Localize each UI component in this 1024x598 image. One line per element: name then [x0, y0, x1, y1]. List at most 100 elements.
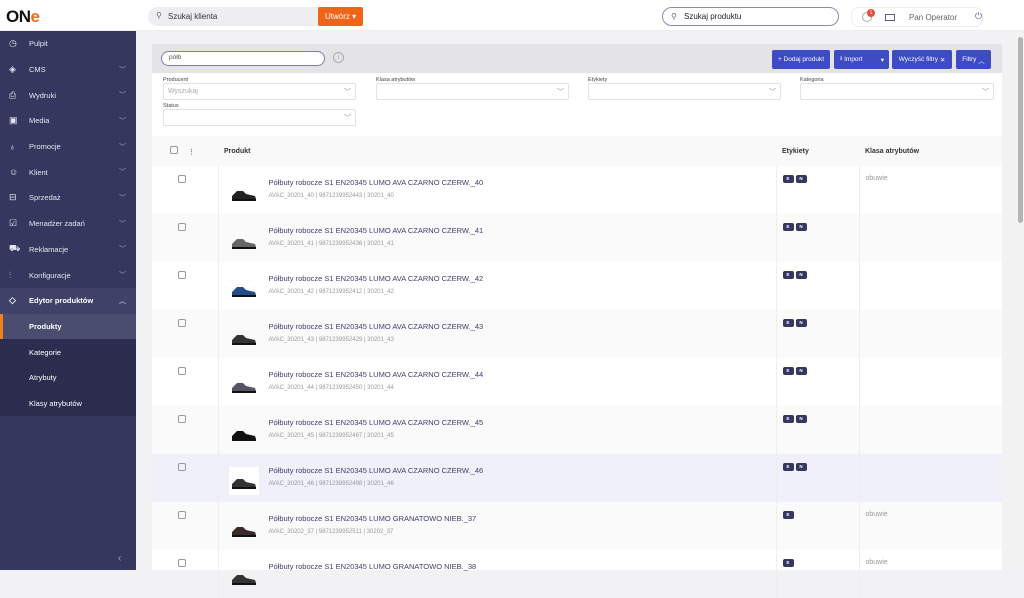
table-row[interactable]: Półbuty robocze S1 EN20345 LUMO AVA CZAR… [152, 262, 1002, 310]
scrollbar-thumb[interactable] [1018, 37, 1023, 223]
product-cell[interactable]: Półbuty robocze S1 EN20345 LUMO AVA CZAR… [218, 358, 776, 406]
info-icon[interactable]: i [333, 52, 344, 63]
product-cell[interactable]: Półbuty robocze S1 EN20345 LUMO AVA CZAR… [218, 454, 776, 502]
add-product-button[interactable]: + Dodaj produkt [772, 50, 830, 69]
clear-filters-button[interactable]: Wyczyść filtry ✕ [892, 50, 952, 69]
import-button[interactable]: ⭳ Import ▾ [834, 50, 889, 69]
product-name[interactable]: Półbuty robocze S1 EN20345 LUMO AVA CZAR… [268, 418, 484, 427]
more-options-icon[interactable]: ⋮ [188, 149, 195, 156]
product-name[interactable]: Półbuty robocze S1 EN20345 LUMO GRANATOW… [268, 514, 477, 523]
product-meta: AVAC_30201_44 | 9871239952450 | 30201_44 [268, 385, 394, 391]
etykiety-select[interactable]: ﹀ [588, 83, 781, 100]
row-checkbox[interactable] [178, 319, 186, 327]
table-row[interactable]: Półbuty robocze S1 EN20345 LUMO AVA CZAR… [152, 310, 1002, 358]
attribute-class [860, 367, 866, 374]
collapse-sidebar-icon[interactable]: ‹ [118, 553, 122, 564]
sidebar-item-media[interactable]: ▣ Media ﹀ [0, 108, 136, 134]
sidebar-item-reklamacje[interactable]: ⛟ Reklamacje ﹀ [0, 237, 136, 263]
product-name[interactable]: Półbuty robocze S1 EN20345 LUMO AVA CZAR… [268, 226, 484, 235]
product-thumbnail [231, 527, 256, 537]
producent-placeholder: Wyszukaj [168, 88, 198, 95]
table-row[interactable]: Półbuty robocze S1 EN20345 LUMO AVA CZAR… [152, 358, 1002, 406]
sidebar-item-cms[interactable]: ◈ CMS ﹀ [0, 57, 136, 83]
filters-label: Filtry [962, 56, 977, 63]
table-row[interactable]: Półbuty robocze S1 EN20345 LUMO AVA CZAR… [152, 166, 1002, 214]
product-name[interactable]: Półbuty robocze S1 EN20345 LUMO AVA CZAR… [268, 370, 484, 379]
row-select-cell [152, 454, 219, 502]
table-row[interactable]: Półbuty robocze S1 EN20345 LUMO AVA CZAR… [152, 214, 1002, 262]
column-produkt[interactable]: Produkt [218, 136, 776, 166]
product-search-input[interactable]: ⚲ Szukaj produktu [662, 7, 839, 26]
sidebar-item-label: CMS [29, 65, 46, 75]
kategoria-label: Kategoria [800, 77, 824, 83]
mail-icon[interactable] [885, 14, 895, 21]
product-cell[interactable]: Półbuty robocze S1 EN20345 LUMO AVA CZAR… [218, 310, 776, 358]
row-checkbox[interactable] [178, 175, 186, 183]
sidebar-subitem-atrybuty[interactable]: Atrybuty [0, 364, 136, 391]
caret-down-icon: ▾ [352, 12, 357, 21]
task-icon: ☑ [9, 218, 18, 229]
status-select[interactable]: ﹀ [163, 109, 356, 126]
row-checkbox[interactable] [178, 271, 186, 279]
product-name[interactable]: Półbuty robocze S1 EN20345 LUMO GRANATOW… [268, 562, 477, 571]
sidebar-item-sprzedaż[interactable]: ⊟ Sprzedaż ﹀ [0, 185, 136, 211]
product-name[interactable]: Półbuty robocze S1 EN20345 LUMO AVA CZAR… [268, 274, 484, 283]
label-badge: E [782, 367, 794, 375]
user-name[interactable]: Pan Operator [909, 13, 958, 22]
client-search-input[interactable]: ⚲ Szukaj klienta [148, 7, 320, 26]
row-checkbox[interactable] [178, 415, 186, 423]
sidebar-item-promocje[interactable]: ♁ Promocje ﹀ [0, 134, 136, 160]
sidebar-subitem-kategorie[interactable]: Kategorie [0, 339, 136, 365]
sidebar-item-menadżer-zadań[interactable]: ☑ Menadżer zadań ﹀ [0, 211, 136, 237]
product-filter-input[interactable]: półb [161, 51, 325, 66]
sidebar-item-konfiguracje[interactable]: ⫶ Konfiguracje ﹀ [0, 262, 136, 288]
klasa-select[interactable]: ﹀ [376, 83, 569, 100]
product-cell[interactable]: Półbuty robocze S1 EN20345 LUMO GRANATOW… [218, 550, 776, 598]
search-icon: ⚲ [671, 12, 677, 21]
product-name[interactable]: Półbuty robocze S1 EN20345 LUMO AVA CZAR… [268, 178, 484, 187]
row-checkbox[interactable] [178, 463, 186, 471]
kategoria-select[interactable]: ﹀ [800, 83, 994, 100]
clear-filters-label: Wyczyść filtry [898, 56, 939, 63]
column-klasa[interactable]: Klasa atrybutów [859, 136, 1002, 166]
sidebar-item-pulpit[interactable]: ◷ Pulpit [0, 31, 136, 57]
filters-area: Producent Wyszukaj ﹀ Klasa atrybutów ﹀ Etyk… [152, 73, 1002, 136]
top-bar: ONe ⚲ Szukaj klienta Utwórz ▾ ⚲ Szukaj pro… [0, 0, 1024, 31]
filters-toggle-button[interactable]: Filtry ︿ [956, 50, 991, 69]
product-cell[interactable]: Półbuty robocze S1 EN20345 LUMO AVA CZAR… [218, 262, 776, 310]
table-row[interactable]: Półbuty robocze S1 EN20345 LUMO GRANATOW… [152, 502, 1002, 550]
row-select-cell [152, 406, 219, 454]
create-button[interactable]: Utwórz ▾ [318, 7, 363, 26]
product-name[interactable]: Półbuty robocze S1 EN20345 LUMO AVA CZAR… [268, 322, 484, 331]
row-checkbox[interactable] [178, 511, 186, 519]
sidebar-subitem-produkty[interactable]: Produkty [0, 313, 136, 340]
attribute-class [860, 463, 866, 470]
row-checkbox[interactable] [178, 559, 186, 567]
product-cell[interactable]: Półbuty robocze S1 EN20345 LUMO GRANATOW… [218, 502, 776, 550]
select-all-checkbox[interactable] [170, 146, 178, 154]
producent-select[interactable]: Wyszukaj ﹀ [163, 83, 356, 100]
column-etykiety[interactable]: Etykiety [776, 136, 859, 166]
label-badge: E [782, 319, 794, 327]
sidebar-item-klient[interactable]: ☺ Klient ﹀ [0, 159, 136, 185]
logo[interactable]: ONe [6, 7, 40, 26]
table-row[interactable]: Półbuty robocze S1 EN20345 LUMO AVA CZAR… [152, 454, 1002, 502]
product-thumbnail [228, 467, 259, 495]
row-checkbox[interactable] [178, 367, 186, 375]
row-checkbox[interactable] [178, 223, 186, 231]
sidebar-item-edytor-produktów[interactable]: ◇ Edytor produktów ︿ [0, 287, 136, 314]
product-cell[interactable]: Półbuty robocze S1 EN20345 LUMO AVA CZAR… [218, 406, 776, 454]
product-cell[interactable]: Półbuty robocze S1 EN20345 LUMO AVA CZAR… [218, 166, 776, 214]
sidebar-subitem-klasy-atrybutów[interactable]: Klasy atrybutów [0, 390, 136, 417]
product-name[interactable]: Półbuty robocze S1 EN20345 LUMO AVA CZAR… [268, 466, 484, 475]
sidebar-item-wydruki[interactable]: ⎙ Wydruki ﹀ [0, 82, 136, 108]
chevron-down-icon: ﹀ [557, 89, 564, 96]
table-row[interactable]: Półbuty robocze S1 EN20345 LUMO AVA CZAR… [152, 406, 1002, 454]
table-row[interactable]: Półbuty robocze S1 EN20345 LUMO GRANATOW… [152, 550, 1002, 598]
power-icon[interactable]: ⏻ [975, 11, 983, 21]
label-badge: N [795, 415, 807, 423]
product-cell[interactable]: Półbuty robocze S1 EN20345 LUMO AVA CZAR… [218, 214, 776, 262]
row-select-cell [152, 166, 219, 214]
scrollbar[interactable] [1017, 31, 1024, 570]
